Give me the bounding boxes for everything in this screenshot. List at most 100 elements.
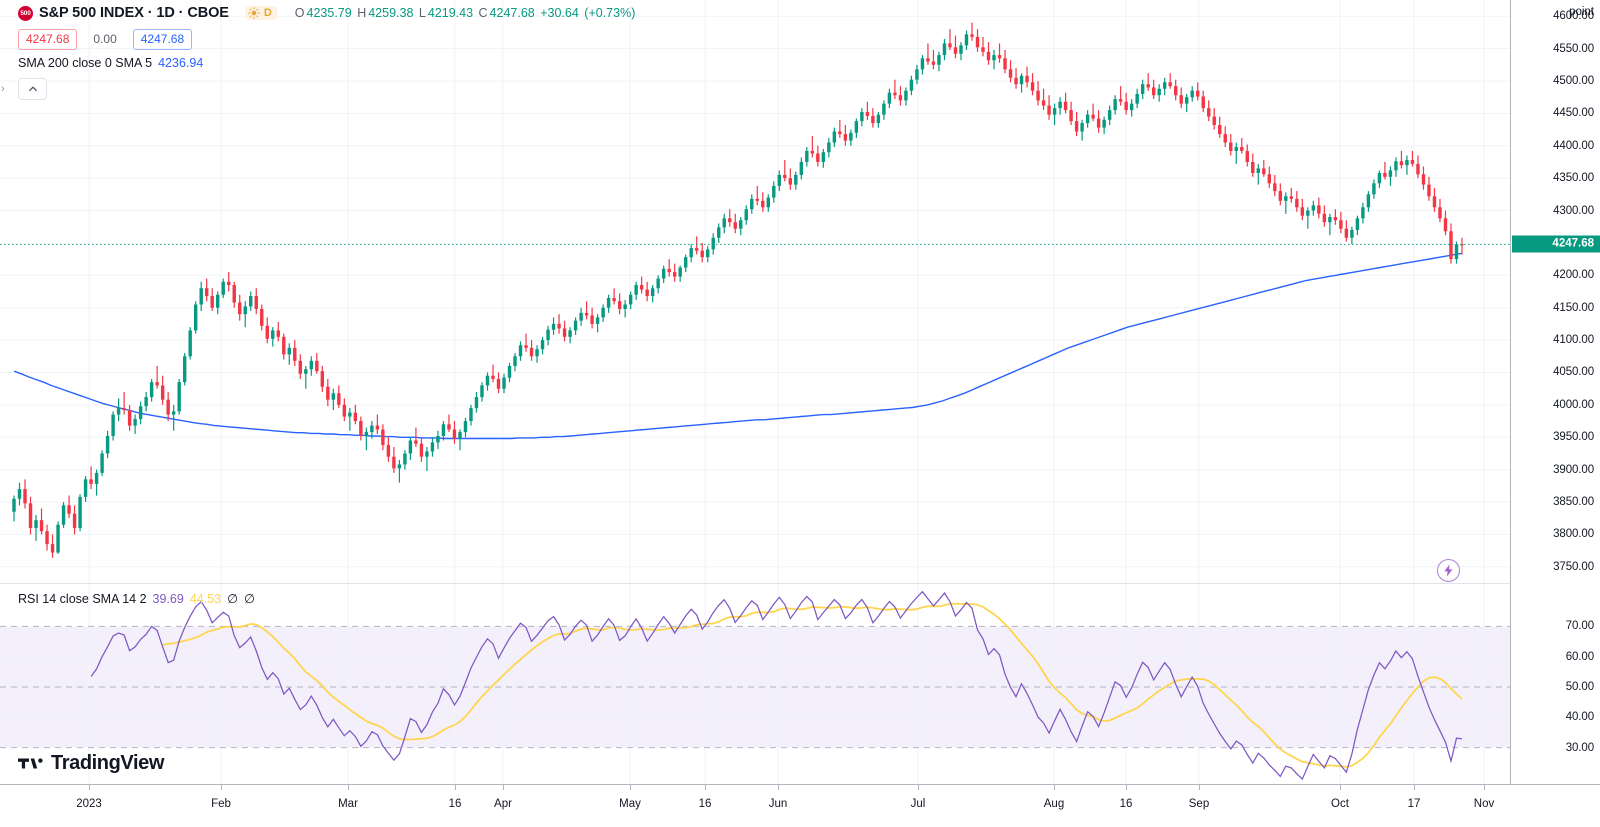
price-tick-label: 4200.00 xyxy=(1553,269,1594,282)
time-tick-label: Aug xyxy=(1043,798,1065,810)
time-axis[interactable]: 2023 Feb Mar 16 Apr May 16 Jun Jul Aug 16 Sep Oct 17 N… xyxy=(0,784,1600,827)
interval-badge[interactable]: D xyxy=(244,6,277,20)
time-tick-label: 2023 xyxy=(76,798,102,810)
low-key: L xyxy=(418,6,426,20)
sp500-logo-icon: 500 xyxy=(18,5,33,21)
price-tick-label: 4600.00 xyxy=(1553,10,1594,23)
chart-legend: 500 S&P 500 INDEX · 1D · CBOE D O 4235.79… xyxy=(18,3,637,100)
price-tick-label: 4050.00 xyxy=(1553,366,1594,379)
sun-icon xyxy=(247,7,260,19)
lightning-bolt-button[interactable] xyxy=(1437,559,1460,582)
mid-value-box: 0.00 xyxy=(93,31,117,46)
time-tick xyxy=(348,785,349,790)
time-tick xyxy=(1126,785,1127,790)
rsi-tick-label: 30.00 xyxy=(1565,741,1594,754)
close-key: C xyxy=(478,6,488,20)
price-tick-label: 3850.00 xyxy=(1553,496,1594,509)
time-tick-label: 16 xyxy=(698,798,712,810)
time-tick xyxy=(455,785,456,790)
time-tick-label: 16 xyxy=(448,798,462,810)
time-tick xyxy=(1199,785,1200,790)
rsi-tick-label: 50.00 xyxy=(1565,681,1594,694)
symbol-title[interactable]: S&P 500 INDEX · 1D · CBOE xyxy=(39,5,229,21)
change-percent: (+0.73%) xyxy=(584,6,636,20)
rsi-indicator-pane[interactable] xyxy=(0,584,1510,784)
ohlc-values: O 4235.79 H 4259.38 L 4219.43 C 4247.68 +30.… xyxy=(295,6,638,20)
time-tick xyxy=(918,785,919,790)
close-value: 4247.68 xyxy=(489,6,535,20)
time-tick xyxy=(1340,785,1341,790)
time-tick-label: Mar xyxy=(338,798,358,810)
rsi-tick-label: 60.00 xyxy=(1565,650,1594,663)
price-chart-pane[interactable] xyxy=(0,0,1510,583)
time-tick-label: Feb xyxy=(211,798,231,810)
tradingview-watermark: TradingView xyxy=(18,752,164,775)
time-tick-label: Oct xyxy=(1331,798,1349,810)
price-tick-label: 4000.00 xyxy=(1553,398,1594,411)
time-tick xyxy=(778,785,779,790)
high-value-box[interactable]: 4247.68 xyxy=(132,28,193,50)
time-tick-label: Jul xyxy=(910,798,926,810)
high-value: 4259.38 xyxy=(368,6,414,20)
rsi-tick-label: 70.00 xyxy=(1565,620,1594,633)
time-tick xyxy=(503,785,504,790)
rsi-value: 39.69 xyxy=(152,592,184,606)
low-value-box[interactable]: 4247.68 xyxy=(18,28,78,50)
rsi-plot xyxy=(0,584,1510,784)
price-tick-label: 4150.00 xyxy=(1553,301,1594,314)
price-tick-label: 4550.00 xyxy=(1553,42,1594,55)
time-tick xyxy=(221,785,222,790)
time-tick xyxy=(1414,785,1415,790)
collapse-pane-button[interactable] xyxy=(18,78,47,100)
candlestick-plot xyxy=(0,0,1510,583)
sma-indicator-legend[interactable]: SMA 200 close 0 SMA 5 4236.94 xyxy=(18,56,637,74)
price-tick-label: 3900.00 xyxy=(1553,463,1594,476)
time-tick-label: 17 xyxy=(1407,798,1421,810)
price-tick-label: 3750.00 xyxy=(1553,560,1594,573)
price-axis-unit: point xyxy=(1569,6,1594,18)
time-tick xyxy=(89,785,90,790)
time-tick-label: Apr xyxy=(494,798,512,810)
time-tick xyxy=(1054,785,1055,790)
price-tick-label: 4500.00 xyxy=(1553,74,1594,87)
interval-label: D xyxy=(263,7,272,19)
low-value: 4219.43 xyxy=(427,6,474,20)
price-tick-label: 4350.00 xyxy=(1553,172,1594,185)
pane-expand-arrow[interactable]: › xyxy=(1,83,5,95)
rsi-empty-1: ∅ xyxy=(227,592,238,606)
price-tick-label: 4300.00 xyxy=(1553,204,1594,217)
open-value: 4235.79 xyxy=(306,6,352,20)
chevron-up-icon xyxy=(28,86,37,92)
time-tick xyxy=(1484,785,1485,790)
legend-value-boxes: 4247.68 0.00 4247.68 xyxy=(18,28,637,50)
current-price-tag[interactable]: 4247.68 xyxy=(1512,235,1600,253)
time-tick xyxy=(630,785,631,790)
lightning-bolt-icon xyxy=(1444,564,1453,577)
time-tick xyxy=(705,785,706,790)
tradingview-wordmark: TradingView xyxy=(51,752,165,774)
sma-label: SMA 200 close 0 SMA 5 xyxy=(18,56,153,70)
change-value: +30.64 xyxy=(540,6,579,20)
time-tick-label: 16 xyxy=(1119,798,1133,810)
price-tick-label: 4100.00 xyxy=(1553,334,1594,347)
tradingview-logo-icon xyxy=(18,758,43,769)
rsi-tick-label: 40.00 xyxy=(1565,711,1594,724)
rsi-legend[interactable]: RSI 14 close SMA 14 2 39.69 44.53 ∅ ∅ xyxy=(18,591,255,606)
price-tick-label: 4400.00 xyxy=(1553,139,1594,152)
high-key: H xyxy=(357,6,367,20)
price-axis[interactable]: point 4600.00 4550.00 4500.00 4450.00 4400.0… xyxy=(1510,0,1600,784)
pane-divider xyxy=(0,583,1510,584)
rsi-label: RSI 14 close SMA 14 2 xyxy=(18,592,147,606)
price-tick-label: 3800.00 xyxy=(1553,528,1594,541)
price-tick-label: 3950.00 xyxy=(1553,431,1594,444)
rsi-sma-value: 44.53 xyxy=(189,592,222,606)
price-tick-label: 4450.00 xyxy=(1553,107,1594,120)
sma-value: 4236.94 xyxy=(158,56,204,70)
time-tick-label: May xyxy=(619,798,641,810)
open-key: O xyxy=(294,6,305,20)
time-tick-label: Jun xyxy=(768,798,788,810)
time-tick-label: Nov xyxy=(1473,798,1495,810)
legend-title-row: 500 S&P 500 INDEX · 1D · CBOE D O 4235.79… xyxy=(18,3,637,23)
rsi-empty-2: ∅ xyxy=(244,592,255,606)
